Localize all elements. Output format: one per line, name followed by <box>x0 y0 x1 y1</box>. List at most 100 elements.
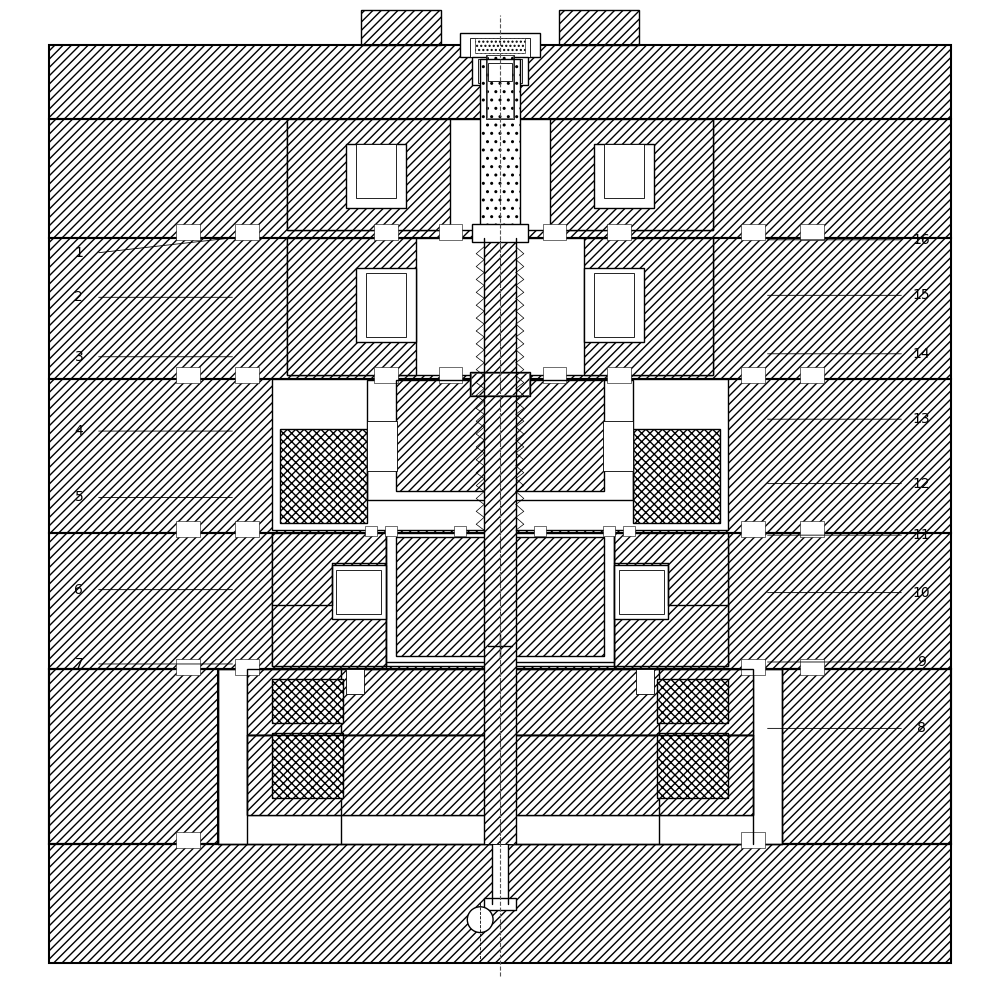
Bar <box>361 10 441 45</box>
Bar <box>614 533 728 666</box>
Bar <box>594 273 634 337</box>
Bar <box>235 659 259 675</box>
Bar <box>287 119 713 230</box>
Bar <box>272 733 343 798</box>
Text: 10: 10 <box>912 586 930 600</box>
Bar <box>49 669 218 844</box>
Bar <box>49 119 951 238</box>
Bar <box>49 533 951 669</box>
Text: 14: 14 <box>912 347 930 361</box>
Bar <box>287 119 450 230</box>
Bar <box>49 119 951 238</box>
Bar <box>484 238 516 844</box>
Text: 12: 12 <box>912 477 930 491</box>
Bar <box>800 521 824 537</box>
Bar <box>607 367 631 383</box>
Bar <box>584 238 713 375</box>
Text: 5: 5 <box>74 491 83 504</box>
Bar <box>657 679 728 723</box>
Bar <box>272 533 386 666</box>
Bar <box>396 380 604 491</box>
Bar <box>272 679 343 723</box>
Bar <box>272 533 728 666</box>
Bar <box>49 533 951 669</box>
Bar <box>543 224 566 240</box>
Circle shape <box>467 907 493 933</box>
Bar <box>623 526 635 536</box>
Bar <box>396 537 604 656</box>
Bar <box>287 238 713 375</box>
Bar <box>176 224 200 240</box>
Bar <box>800 224 824 240</box>
Bar <box>49 238 951 379</box>
Bar <box>366 273 406 337</box>
Text: 6: 6 <box>74 583 83 597</box>
Bar <box>367 421 397 471</box>
Bar <box>336 570 381 614</box>
Bar <box>741 367 765 383</box>
Bar <box>782 669 951 844</box>
Bar <box>633 429 720 523</box>
Text: 15: 15 <box>912 288 930 302</box>
Bar <box>614 533 728 666</box>
Bar <box>386 533 614 662</box>
Bar <box>49 669 951 844</box>
Bar <box>741 224 765 240</box>
Bar <box>439 367 462 383</box>
Bar <box>488 63 512 81</box>
Bar <box>480 59 520 238</box>
Bar <box>484 898 516 910</box>
Bar <box>800 367 824 383</box>
Bar <box>272 679 343 723</box>
Bar <box>272 733 343 798</box>
Bar <box>619 570 664 614</box>
Bar <box>439 224 462 240</box>
Bar <box>247 669 753 735</box>
Text: 11: 11 <box>912 528 930 542</box>
Bar <box>603 526 615 536</box>
Text: 8: 8 <box>917 721 926 735</box>
Bar <box>247 669 753 735</box>
Bar <box>657 679 728 723</box>
Bar <box>176 659 200 675</box>
Text: 16: 16 <box>912 233 930 247</box>
Bar <box>396 537 604 656</box>
Text: 2: 2 <box>74 290 83 304</box>
Bar <box>604 144 644 198</box>
Bar <box>492 844 508 904</box>
Bar <box>454 526 466 536</box>
Bar <box>356 268 416 342</box>
Bar <box>49 45 951 119</box>
Bar <box>374 367 398 383</box>
Bar <box>741 521 765 537</box>
Bar <box>584 238 713 375</box>
Bar <box>460 33 540 57</box>
Bar <box>478 59 522 83</box>
Bar <box>741 832 765 848</box>
Bar <box>346 144 406 208</box>
Bar <box>235 367 259 383</box>
Bar <box>471 373 529 395</box>
Bar <box>484 238 516 844</box>
Bar <box>534 526 546 536</box>
Bar <box>550 119 713 230</box>
Bar <box>332 565 386 619</box>
Bar <box>361 10 441 45</box>
Bar <box>247 735 753 815</box>
Bar <box>49 379 951 533</box>
Bar <box>365 526 377 536</box>
Bar <box>49 238 951 379</box>
Bar <box>470 372 530 396</box>
Text: 7: 7 <box>74 657 83 671</box>
Text: 9: 9 <box>917 655 926 669</box>
Bar <box>356 144 396 198</box>
Text: 4: 4 <box>74 424 83 438</box>
Bar <box>550 119 713 230</box>
Bar <box>280 429 367 523</box>
Bar <box>657 733 728 798</box>
Bar <box>346 669 364 694</box>
Bar <box>782 669 951 844</box>
Bar <box>475 38 525 53</box>
Bar <box>374 224 398 240</box>
Bar <box>470 38 530 57</box>
